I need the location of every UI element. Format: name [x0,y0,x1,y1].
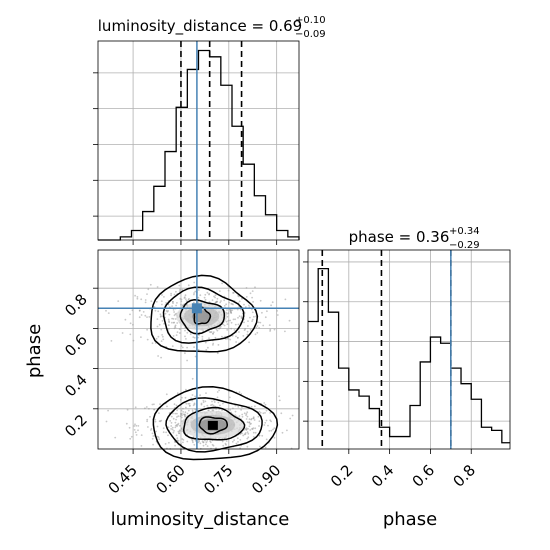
phase-title-minus: −0.29 [449,240,480,251]
hist-bar [400,437,410,449]
phase-hist-frame [307,249,511,450]
max-density-marker [207,420,218,430]
x-tick-label: 0.2 [327,461,357,491]
hist-bar [481,427,491,449]
ld-hist-outline [98,49,300,241]
ld-title-median: 0.69 [269,17,302,35]
hist-bar [318,269,328,449]
hist-bar [277,231,288,240]
hist-bar [243,164,254,240]
phase-title-name: phase [349,228,394,246]
contour-lower [165,397,263,453]
x-axis-label-phase: phase [383,509,437,530]
x-tick-label: 0.6 [409,461,439,491]
x-axis-label-luminosity-distance: luminosity_distance [111,509,290,530]
hist-bar [369,409,379,449]
hist-bar [210,57,221,240]
hist-bar [410,405,420,449]
hist-bar [154,186,165,240]
y-tick-label: 0.4 [61,371,91,401]
hist-bar [199,50,210,240]
contour-upper [193,306,212,325]
hist-bar [359,396,369,449]
ld-hist-frame [97,40,300,241]
contour-lower [198,416,229,435]
truth-marker [191,303,202,314]
joint-frame [97,249,300,450]
hist-bar [328,312,338,449]
y-tick-label: 0.8 [61,290,91,320]
contour-upper [150,274,259,353]
hist-bar [441,343,451,449]
y-axis-label-phase: phase [24,324,45,378]
x-tick-label: 0.8 [449,461,479,491]
hist-bar [254,196,265,240]
hist-bar [165,152,176,240]
contour-lower [152,385,279,461]
x-tick-label: 0.45 [105,461,141,497]
hist-bar [349,390,359,449]
ld-title: luminosity_distance = 0.69 [98,17,302,36]
joint-density-panel: 0.45 0.60 0.75 0.90 0.2 0.4 0.6 0.8 [61,249,300,497]
hist-bar [308,322,318,449]
ld-title-plus: +0.10 [295,15,326,26]
hist-bar [266,215,277,240]
phase-title-plus: +0.34 [449,226,480,237]
contour-upper [162,286,245,344]
hist-bar [451,368,461,449]
contour-lower [182,406,246,441]
hist-bar [430,337,440,449]
x-tick-label: 0.90 [248,461,284,497]
hist-bar [502,443,512,449]
phase-title-median: 0.36 [416,228,449,246]
hist-bar [390,437,400,449]
phase-title: phase = 0.36 [349,228,450,246]
hist-bar [471,399,481,449]
y-tick-label: 0.6 [61,330,91,360]
phase-hist-outline [308,268,510,444]
contour-upper [179,299,226,335]
hist-bar [339,368,349,449]
x-tick-label: 0.75 [200,461,236,497]
ld-title-name: luminosity_distance [98,17,247,36]
ld-title-minus: −0.09 [295,29,326,40]
ld-histogram-panel [93,40,300,245]
hist-bar [492,430,502,449]
hist-bar [461,384,471,449]
y-tick-label: 0.2 [61,411,91,441]
hist-bar [420,362,430,449]
x-tick-label: 0.60 [152,461,188,497]
phase-histogram-panel: 0.2 0.4 0.6 0.8 [303,249,512,491]
x-tick-label: 0.4 [368,461,398,491]
